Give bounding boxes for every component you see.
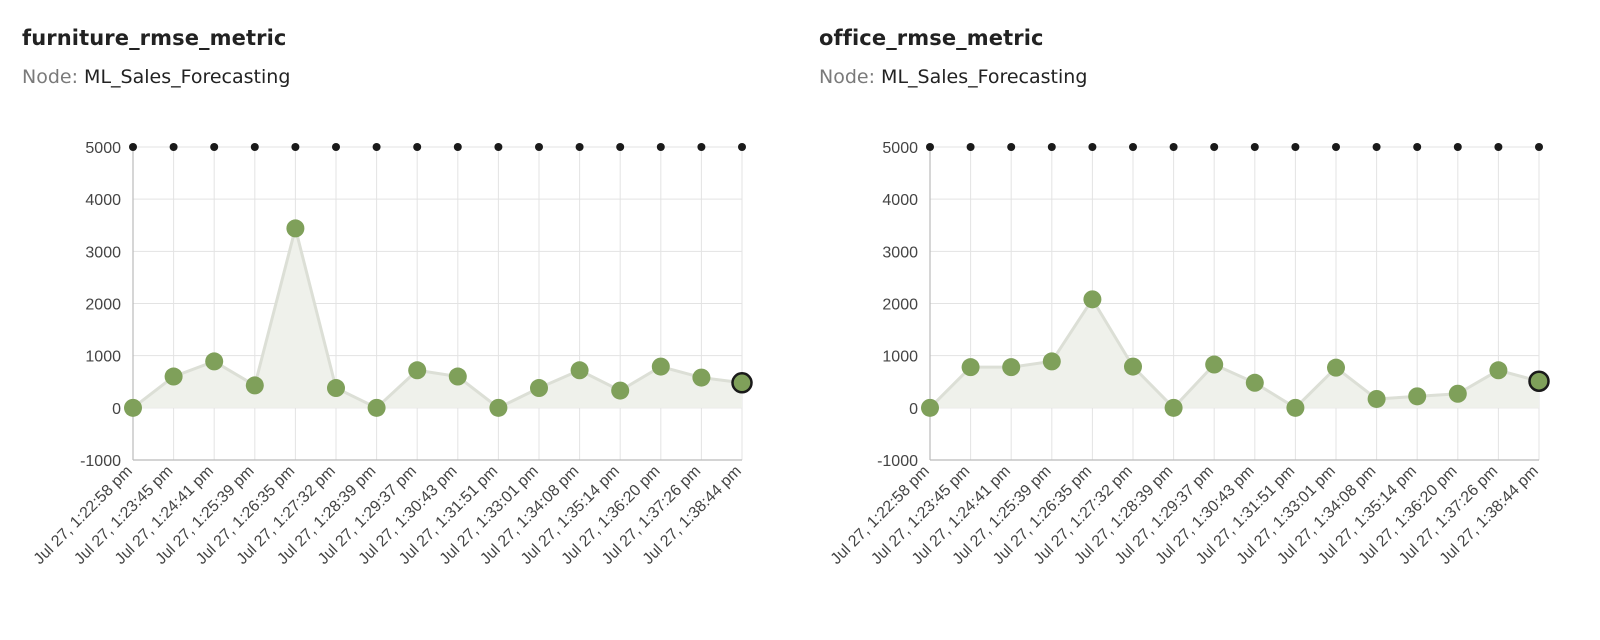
data-point-selected	[731, 372, 753, 394]
top-marker	[966, 143, 975, 151]
data-point	[164, 367, 183, 386]
data-point	[327, 379, 345, 398]
data-point	[205, 352, 224, 371]
series-area	[133, 228, 742, 408]
data-point	[448, 367, 467, 386]
data-point	[1245, 373, 1264, 392]
data-point	[1083, 290, 1102, 309]
top-marker	[1210, 143, 1219, 151]
data-point	[570, 361, 589, 380]
data-point	[1286, 398, 1305, 417]
top-marker	[616, 143, 625, 151]
data-point	[1489, 361, 1508, 380]
data-point	[1205, 355, 1224, 374]
top-marker	[1129, 143, 1137, 151]
data-point	[489, 398, 508, 417]
top-marker	[129, 143, 137, 151]
top-marker	[1169, 143, 1178, 151]
node-value: ML_Sales_Forecasting	[84, 66, 291, 88]
top-marker	[575, 143, 584, 151]
y-tick-label: 0	[909, 401, 918, 418]
node-label: Node:	[22, 66, 78, 88]
y-tick-label: 1000	[882, 349, 918, 366]
data-point	[961, 358, 980, 377]
top-marker	[1291, 143, 1300, 151]
top-marker	[1453, 143, 1462, 151]
node-label: Node:	[819, 66, 875, 88]
data-point	[367, 398, 386, 417]
series-area	[930, 299, 1539, 408]
top-marker	[926, 143, 934, 151]
y-tick-label: 3000	[882, 244, 918, 261]
data-point	[692, 368, 711, 387]
series-line	[928, 296, 1540, 410]
top-marker	[738, 143, 746, 151]
series-line	[132, 228, 743, 410]
top-marker	[1535, 143, 1543, 151]
top-marker	[210, 143, 219, 151]
y-tick-label: 4000	[85, 192, 121, 209]
top-marker	[250, 143, 259, 151]
top-marker	[291, 143, 300, 151]
chart-panel-furniture: furniture_rmse_metric Node: ML_Sales_For…	[0, 0, 790, 640]
top-marker	[1250, 143, 1259, 151]
data-point	[530, 379, 548, 398]
top-marker	[1047, 143, 1056, 151]
data-point	[245, 376, 264, 395]
top-marker	[494, 143, 503, 151]
data-point	[286, 219, 305, 238]
data-point	[124, 398, 142, 417]
data-point	[408, 361, 427, 380]
top-marker	[372, 143, 381, 151]
y-tick-label: -1000	[80, 453, 121, 470]
data-point	[1408, 387, 1427, 406]
chart-title: furniture_rmse_metric	[22, 26, 287, 50]
y-tick-label: 2000	[882, 297, 918, 314]
top-marker	[697, 143, 706, 151]
y-tick-label: 5000	[85, 140, 121, 157]
y-tick-label: -1000	[877, 453, 918, 470]
top-marker	[332, 143, 340, 151]
node-value: ML_Sales_Forecasting	[881, 66, 1088, 88]
top-marker	[1332, 143, 1340, 151]
y-tick-label: 3000	[85, 244, 121, 261]
data-point-selected	[1528, 370, 1550, 392]
top-marker	[656, 143, 665, 151]
data-point	[611, 381, 630, 400]
y-tick-label: 5000	[882, 140, 918, 157]
y-tick-label: 0	[112, 401, 121, 418]
data-point	[1448, 384, 1467, 403]
data-point	[1164, 398, 1183, 417]
data-point	[1042, 352, 1061, 371]
data-point	[1124, 357, 1142, 376]
top-marker	[1007, 143, 1016, 151]
y-tick-label: 2000	[85, 297, 121, 314]
top-marker	[453, 143, 462, 151]
data-point	[921, 398, 939, 417]
y-tick-label: 1000	[85, 349, 121, 366]
chart-panel-office: office_rmse_metric Node: ML_Sales_Foreca…	[797, 0, 1587, 640]
data-point	[1002, 358, 1021, 377]
top-marker	[413, 143, 422, 151]
top-marker	[1413, 143, 1422, 151]
top-marker	[1372, 143, 1381, 151]
top-marker	[1088, 143, 1097, 151]
top-marker	[169, 143, 178, 151]
top-marker	[535, 143, 543, 151]
top-marker	[1494, 143, 1503, 151]
node-info: Node: ML_Sales_Forecasting	[22, 66, 290, 88]
data-point	[651, 357, 670, 376]
data-point	[1367, 389, 1386, 408]
y-tick-label: 4000	[882, 192, 918, 209]
data-point	[1327, 358, 1345, 377]
chart-title: office_rmse_metric	[819, 26, 1044, 50]
node-info: Node: ML_Sales_Forecasting	[819, 66, 1087, 88]
